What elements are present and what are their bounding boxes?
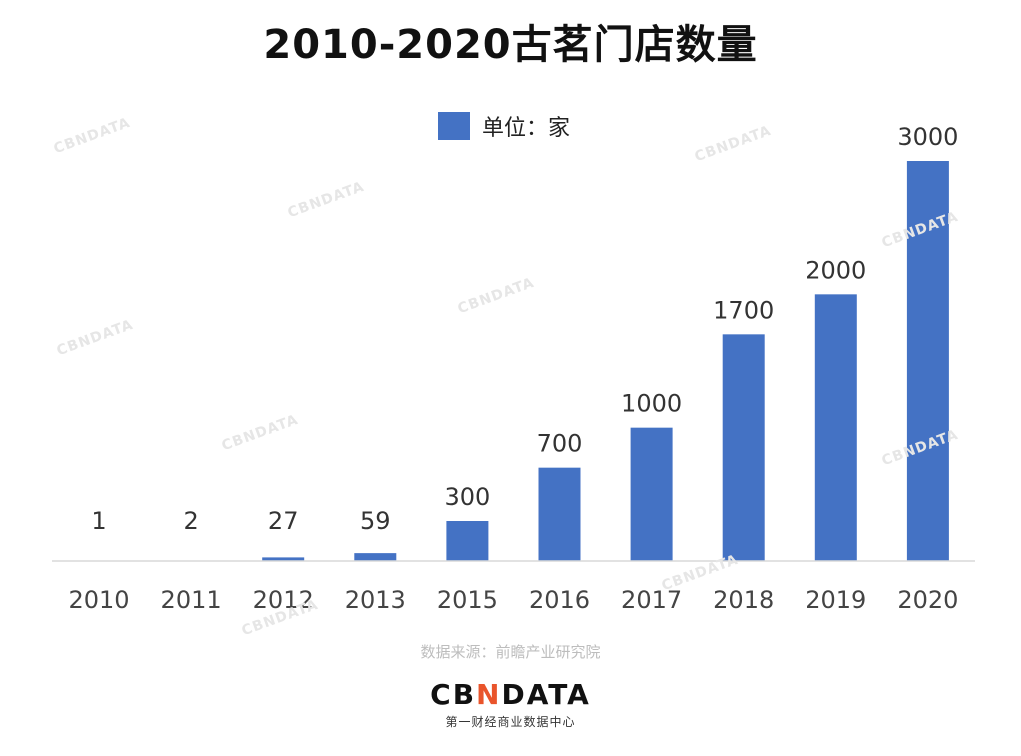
bar-2018 <box>722 334 765 561</box>
data-label-2015: 300 <box>444 483 490 511</box>
logo-text: CBNDATA <box>0 678 1021 711</box>
data-label-2012: 27 <box>268 507 299 535</box>
data-label-2016: 700 <box>537 430 583 458</box>
x-tick-2017: 2017 <box>621 586 682 614</box>
bar-2017 <box>630 427 673 561</box>
bar-2012 <box>262 557 305 561</box>
data-label-2020: 3000 <box>897 123 958 151</box>
x-tick-2010: 2010 <box>68 586 129 614</box>
bar-2019 <box>814 294 857 561</box>
data-label-2017: 1000 <box>621 390 682 418</box>
bar-2016 <box>538 467 581 561</box>
labels-layer: 1 2 27 59 300 700 1000 1700 2000 3000 <box>91 123 958 535</box>
data-label-2010: 1 <box>91 507 106 535</box>
x-tick-2016: 2016 <box>529 586 590 614</box>
data-label-2018: 1700 <box>713 296 774 324</box>
bars-layer <box>78 161 949 561</box>
brand-logo: CBNDATA 第一财经商业数据中心 <box>0 678 1021 730</box>
logo-subtitle: 第一财经商业数据中心 <box>445 715 576 729</box>
x-tick-2018: 2018 <box>713 586 774 614</box>
logo-prefix: CB <box>430 678 477 711</box>
logo-mark: N <box>476 678 502 711</box>
x-tick-2012: 2012 <box>253 586 314 614</box>
x-tick-2013: 2013 <box>345 586 406 614</box>
x-tick-2011: 2011 <box>161 586 222 614</box>
x-tick-2020: 2020 <box>897 586 958 614</box>
x-tick-2019: 2019 <box>805 586 866 614</box>
ticks-layer: 2010 2011 2012 2013 2015 2016 2017 2018 2019 2020 <box>68 586 958 614</box>
logo-suffix: DATA <box>501 678 591 711</box>
bar-2020 <box>906 161 949 561</box>
legend: 单位：家 <box>438 110 570 142</box>
data-label-2011: 2 <box>183 507 198 535</box>
bar-2015 <box>446 521 489 561</box>
bar-2013 <box>354 553 397 561</box>
chart-title: 2010-2020古茗门店数量 <box>263 22 758 68</box>
legend-label: 单位：家 <box>482 116 571 141</box>
legend-swatch <box>438 112 470 140</box>
data-label-2013: 59 <box>360 507 391 535</box>
source-note: 数据来源：前瞻产业研究院 <box>420 643 601 661</box>
data-label-2019: 2000 <box>805 256 866 284</box>
x-tick-2015: 2015 <box>437 586 498 614</box>
